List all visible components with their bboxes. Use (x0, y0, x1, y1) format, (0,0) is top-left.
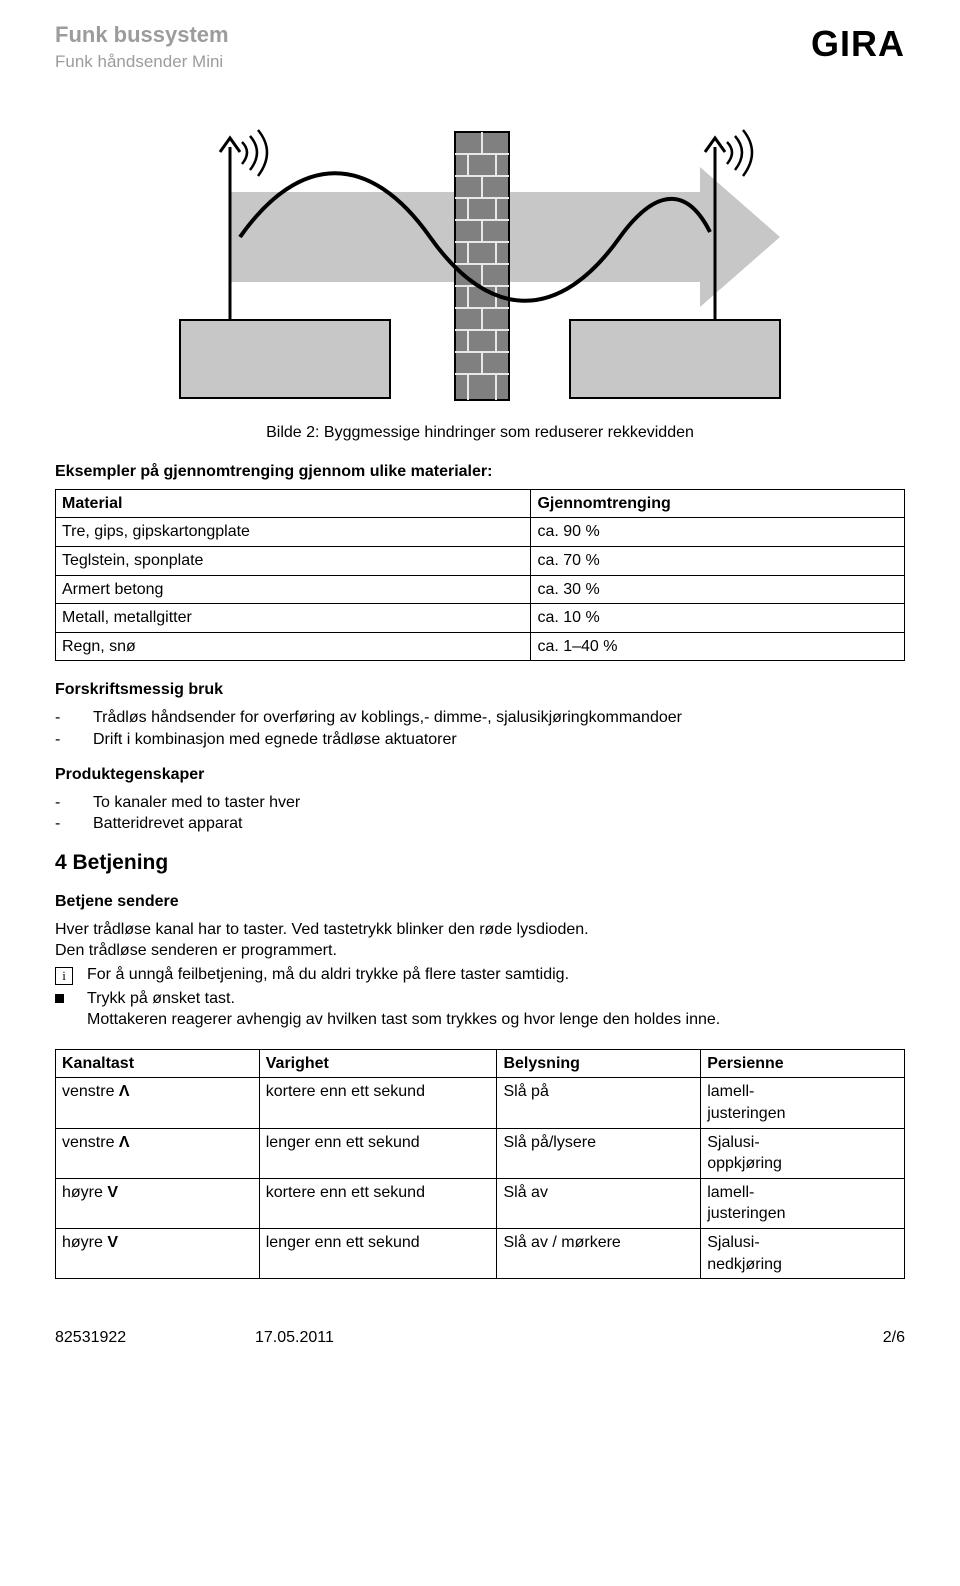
table-row: venstre Λ kortere enn ett sekund Slå på … (56, 1078, 905, 1128)
footer-docnumber: 82531922 (55, 1327, 255, 1349)
cell: ca. 1–40 % (531, 632, 905, 661)
table-row: Metall, metallgitter ca. 10 % (56, 604, 905, 633)
cell: venstre Λ (56, 1128, 260, 1178)
footer-pagenum: 2/6 (725, 1327, 905, 1349)
list-item: -Drift i kombinasjon med egnede trådløse… (55, 729, 905, 751)
kanal-col-3: Belysning (497, 1049, 701, 1078)
footer-date: 17.05.2011 (255, 1327, 725, 1349)
figure-caption: Bilde 2: Byggmessige hindringer som redu… (55, 422, 905, 444)
cell: lenger enn ett sekund (259, 1128, 497, 1178)
bullet-text: Trykk på ønsket tast. (87, 988, 235, 1010)
signal-diagram-svg (140, 102, 820, 412)
betjening-line1: Hver trådløse kanal har to taster. Ved t… (55, 919, 905, 941)
kanal-col-1: Kanaltast (56, 1049, 260, 1078)
list-text: To kanaler med to taster hver (93, 792, 300, 814)
cell: ca. 90 % (531, 518, 905, 547)
bullet-line: Trykk på ønsket tast. (55, 988, 905, 1010)
forskrift-title: Forskriftsmessig bruk (55, 679, 905, 701)
square-bullet-icon (55, 994, 64, 1003)
cell: ca. 70 % (531, 547, 905, 576)
cell: Sjalusi-oppkjøring (701, 1128, 905, 1178)
cell: Regn, snø (56, 632, 531, 661)
table-row: høyre V lenger enn ett sekund Slå av / m… (56, 1229, 905, 1279)
cell: Slå av / mørkere (497, 1229, 701, 1279)
cell: venstre Λ (56, 1078, 260, 1128)
cell: ca. 30 % (531, 575, 905, 604)
cell: kortere enn ett sekund (259, 1078, 497, 1128)
cell: Armert betong (56, 575, 531, 604)
info-icon: i (55, 967, 73, 985)
list-text: Batteridrevet apparat (93, 813, 242, 835)
page-footer: 82531922 17.05.2011 2/6 (55, 1327, 905, 1349)
kanal-col-2: Varighet (259, 1049, 497, 1078)
produkt-title: Produktegenskaper (55, 764, 905, 786)
table-row: Armert betong ca. 30 % (56, 575, 905, 604)
table-row: venstre Λ lenger enn ett sekund Slå på/l… (56, 1128, 905, 1178)
cell: høyre V (56, 1229, 260, 1279)
page-header: Funk bussystem Funk håndsender Mini GIRA (55, 20, 905, 74)
forskrift-list: -Trådløs håndsender for overføring av ko… (55, 707, 905, 750)
cell: Slå på (497, 1078, 701, 1128)
kanal-col-4: Persienne (701, 1049, 905, 1078)
list-item: -Batteridrevet apparat (55, 813, 905, 835)
list-item: -Trådløs håndsender for overføring av ko… (55, 707, 905, 729)
header-left: Funk bussystem Funk håndsender Mini (55, 20, 229, 74)
cell: høyre V (56, 1178, 260, 1228)
doc-title: Funk bussystem (55, 20, 229, 50)
cell: lenger enn ett sekund (259, 1229, 497, 1279)
table-row: Teglstein, sponplate ca. 70 % (56, 547, 905, 576)
betjening-subtitle: Betjene sendere (55, 891, 905, 913)
materials-heading: Eksempler på gjennomtrenging gjennom uli… (55, 461, 905, 483)
table-row: høyre V kortere enn ett sekund Slå av la… (56, 1178, 905, 1228)
betjening-line2: Den trådløse senderen er programmert. (55, 940, 905, 962)
bullet-continuation: Mottakeren reagerer avhengig av hvilken … (87, 1009, 905, 1031)
cell: lamell-justeringen (701, 1178, 905, 1228)
kanal-table: Kanaltast Varighet Belysning Persienne v… (55, 1049, 905, 1279)
betjening-title: 4 Betjening (55, 849, 905, 877)
cell: Metall, metallgitter (56, 604, 531, 633)
cell: Teglstein, sponplate (56, 547, 531, 576)
materials-col-1: Material (56, 489, 531, 518)
materials-table: Material Gjennomtrenging Tre, gips, gips… (55, 489, 905, 662)
cell: Tre, gips, gipskartongplate (56, 518, 531, 547)
cell: Slå på/lysere (497, 1128, 701, 1178)
produkt-list: -To kanaler med to taster hver -Batterid… (55, 792, 905, 835)
table-row: Regn, snø ca. 1–40 % (56, 632, 905, 661)
brand-logo: GIRA (811, 20, 905, 69)
info-text: For å unngå feilbetjening, må du aldri t… (87, 964, 569, 986)
cell: kortere enn ett sekund (259, 1178, 497, 1228)
list-text: Trådløs håndsender for overføring av kob… (93, 707, 682, 729)
cell: Sjalusi-nedkjøring (701, 1229, 905, 1279)
figure-2 (55, 102, 905, 412)
doc-subtitle: Funk håndsender Mini (55, 51, 229, 74)
info-line: i For å unngå feilbetjening, må du aldri… (55, 964, 905, 986)
list-text: Drift i kombinasjon med egnede trådløse … (93, 729, 457, 751)
list-item: -To kanaler med to taster hver (55, 792, 905, 814)
cell: ca. 10 % (531, 604, 905, 633)
table-row: Tre, gips, gipskartongplate ca. 90 % (56, 518, 905, 547)
materials-col-2: Gjennomtrenging (531, 489, 905, 518)
cell: lamell-justeringen (701, 1078, 905, 1128)
cell: Slå av (497, 1178, 701, 1228)
